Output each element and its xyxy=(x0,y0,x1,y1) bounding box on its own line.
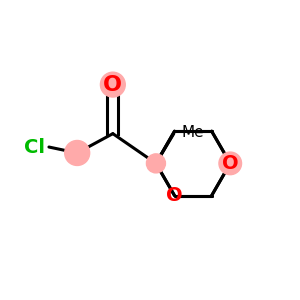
Text: O: O xyxy=(222,154,238,173)
Text: O: O xyxy=(103,75,122,94)
Text: Cl: Cl xyxy=(24,137,45,157)
Text: O: O xyxy=(166,186,183,205)
Circle shape xyxy=(100,72,125,97)
Circle shape xyxy=(65,140,90,166)
Circle shape xyxy=(146,154,166,173)
Text: Me: Me xyxy=(181,125,204,140)
Circle shape xyxy=(219,152,242,175)
